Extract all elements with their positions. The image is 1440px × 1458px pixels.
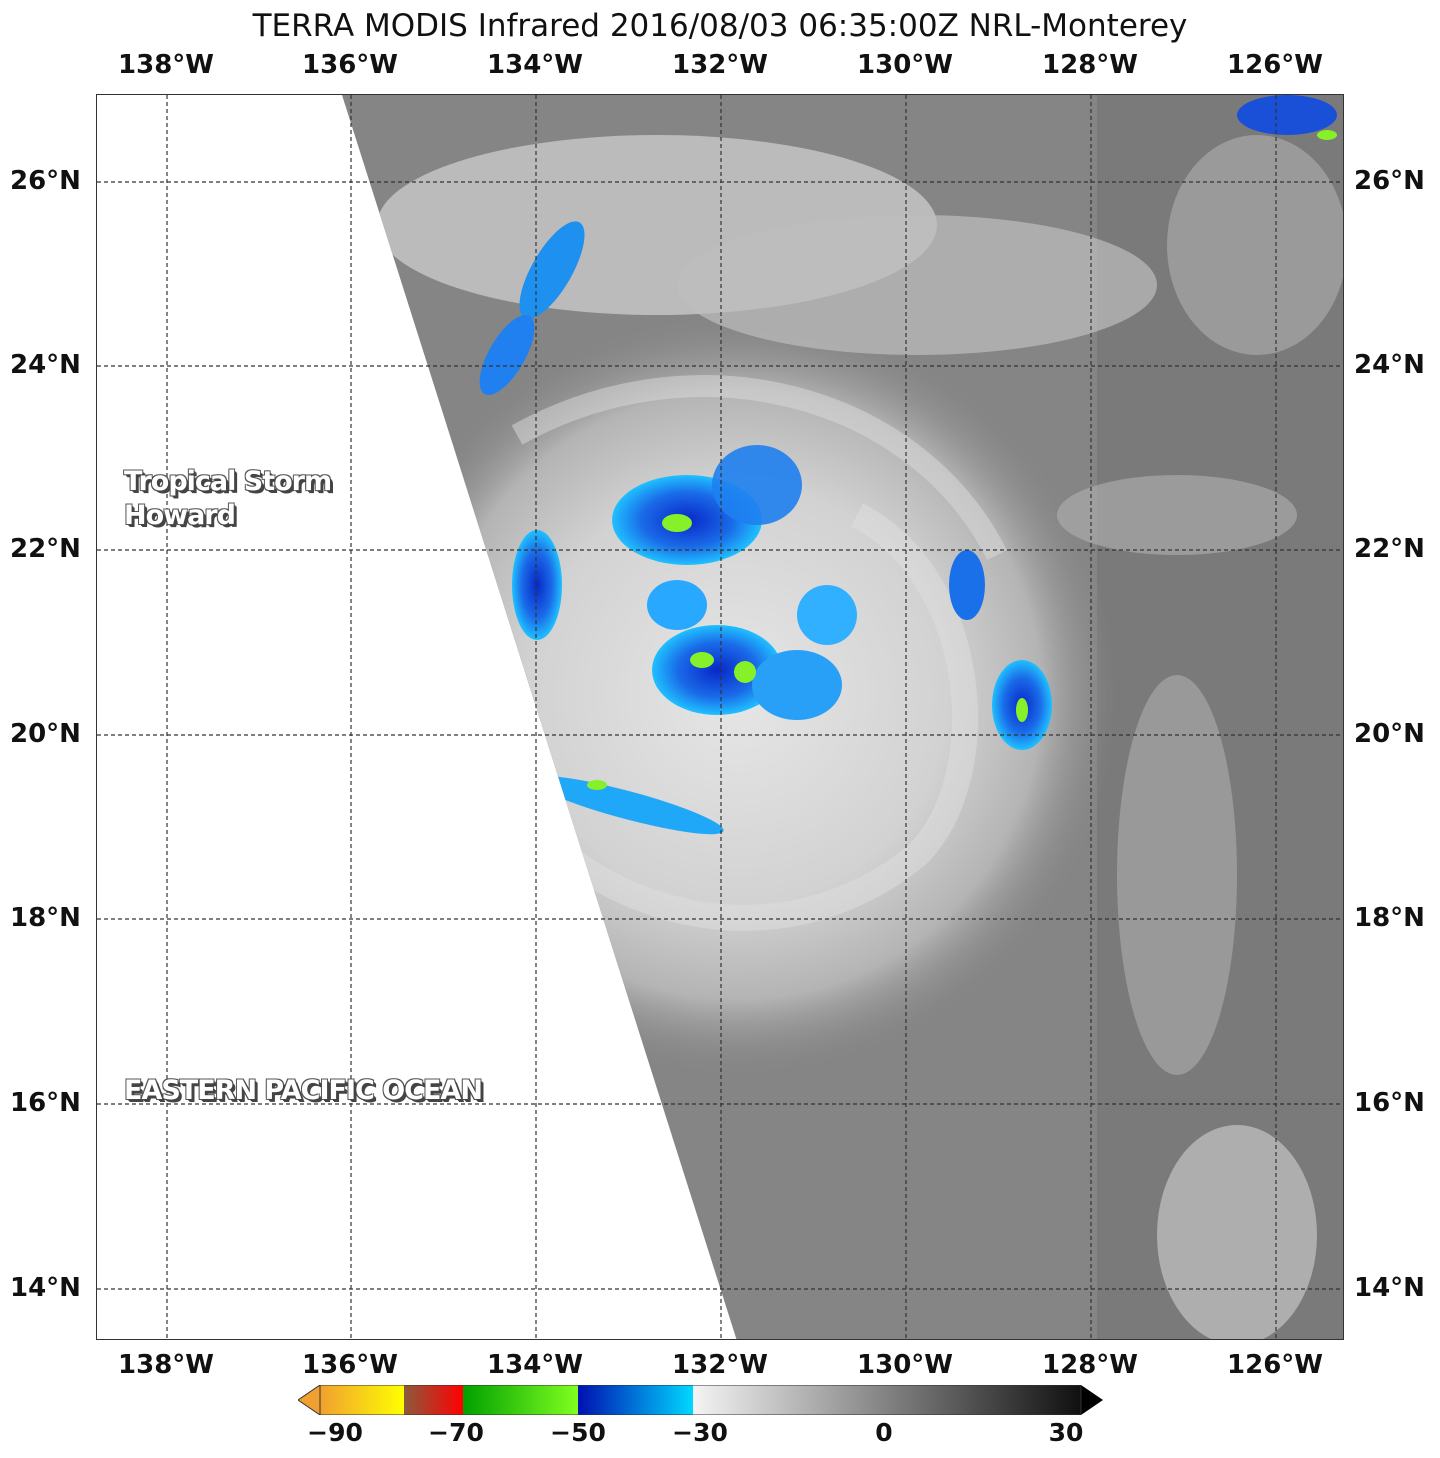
storm-annotation: Tropical Storm Howard xyxy=(124,465,332,533)
lat-label: 24°N xyxy=(10,350,81,380)
lon-label: 134°W xyxy=(487,1350,583,1380)
lon-label: 132°W xyxy=(672,1350,768,1380)
lon-label: 138°W xyxy=(118,50,214,80)
colorbar-tick: 0 xyxy=(875,1418,893,1447)
colorbar-tick: −70 xyxy=(428,1418,484,1447)
lon-label: 136°W xyxy=(302,50,398,80)
lon-label: 130°W xyxy=(857,50,953,80)
lon-label: 130°W xyxy=(857,1350,953,1380)
lon-label: 128°W xyxy=(1042,1350,1138,1380)
infrared-imagery xyxy=(97,95,1343,1339)
colorbar-tick: −30 xyxy=(672,1418,728,1447)
lon-label: 126°W xyxy=(1227,1350,1323,1380)
storm-label-line1: Tropical Storm xyxy=(124,466,332,497)
lat-label: 26°N xyxy=(1354,166,1425,196)
colorbar-tick: 30 xyxy=(1048,1418,1084,1447)
lat-label: 16°N xyxy=(10,1088,81,1118)
lat-label: 22°N xyxy=(10,534,81,564)
lat-label: 20°N xyxy=(1354,719,1425,749)
colorbar-tick: −50 xyxy=(550,1418,606,1447)
lat-label: 20°N xyxy=(10,719,81,749)
lat-label: 24°N xyxy=(1354,350,1425,380)
colorbar-tick: −90 xyxy=(307,1418,363,1447)
lon-label: 138°W xyxy=(118,1350,214,1380)
map-title: TERRA MODIS Infrared 2016/08/03 06:35:00… xyxy=(252,8,1188,44)
lon-label: 132°W xyxy=(672,50,768,80)
ocean-annotation: EASTERN PACIFIC OCEAN xyxy=(124,1075,483,1106)
lat-label: 14°N xyxy=(10,1273,81,1303)
satellite-map: Tropical Storm Howard EASTERN PACIFIC OC… xyxy=(96,94,1344,1340)
lat-label: 14°N xyxy=(1354,1273,1425,1303)
lat-label: 18°N xyxy=(10,903,81,933)
lon-label: 134°W xyxy=(487,50,583,80)
lon-label: 126°W xyxy=(1227,50,1323,80)
lon-label: 128°W xyxy=(1042,50,1138,80)
lat-label: 22°N xyxy=(1354,534,1425,564)
lat-label: 26°N xyxy=(10,166,81,196)
storm-label-line2: Howard xyxy=(124,500,236,531)
lat-label: 18°N xyxy=(1354,903,1425,933)
temperature-colorbar xyxy=(298,1385,1103,1415)
lat-label: 16°N xyxy=(1354,1088,1425,1118)
lon-label: 136°W xyxy=(302,1350,398,1380)
gridlines xyxy=(97,95,1343,1339)
